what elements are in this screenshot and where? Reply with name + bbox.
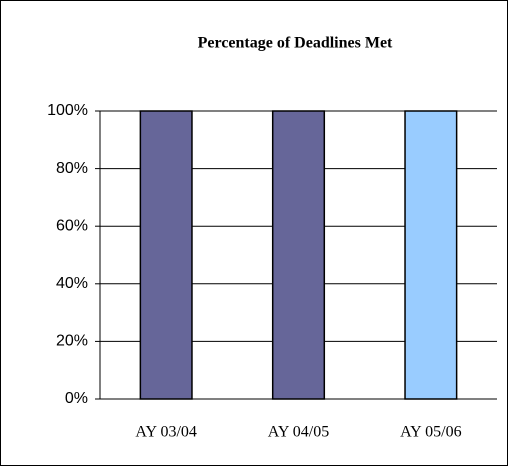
bar — [271, 110, 326, 400]
y-tick-label: 100% — [47, 102, 88, 119]
x-tick-label: AY 05/06 — [400, 424, 462, 441]
x-tick-label: AY 04/05 — [268, 424, 330, 441]
bar — [139, 110, 193, 400]
y-tick-label: 40% — [56, 275, 88, 292]
y-tick-label: 80% — [56, 160, 88, 177]
chart-title: Percentage of Deadlines Met — [198, 35, 393, 52]
bar — [404, 110, 458, 400]
y-tick-label: 20% — [56, 333, 88, 350]
y-tick-label: 60% — [56, 217, 88, 234]
x-tick-label: AY 03/04 — [135, 424, 197, 441]
y-tick-label: 0% — [65, 390, 88, 407]
